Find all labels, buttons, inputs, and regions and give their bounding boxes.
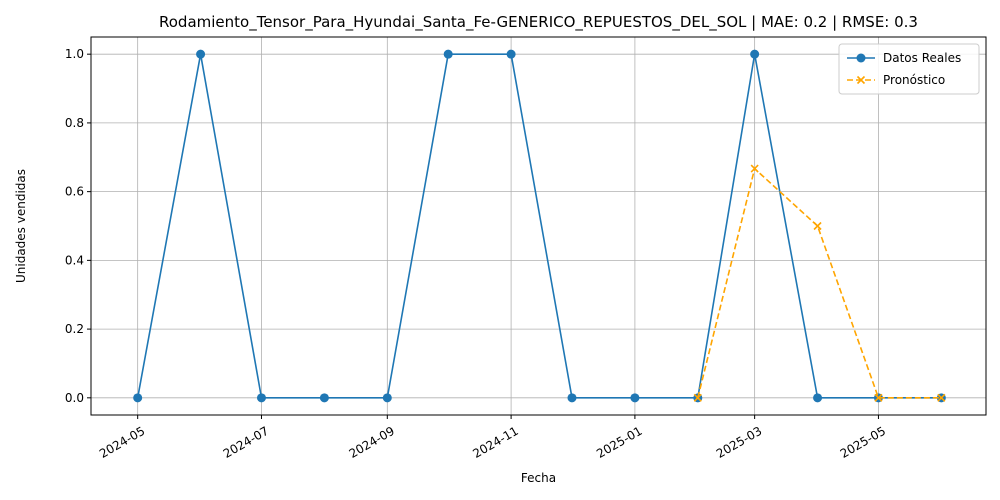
y-axis-title: Unidades vendidas xyxy=(14,169,28,283)
data-point xyxy=(693,393,702,402)
y-tick-label: 0.6 xyxy=(65,185,84,199)
y-tick-label: 0.4 xyxy=(65,253,84,267)
x-tick-label: 2024-11 xyxy=(470,424,520,461)
legend-item: Pronóstico xyxy=(847,73,945,87)
series-line xyxy=(136,53,942,399)
series-datos-reales xyxy=(133,49,946,403)
grid-lines xyxy=(91,37,986,415)
data-point-mark xyxy=(874,393,883,402)
legend: Datos Reales Pronóstico xyxy=(838,43,980,95)
data-point xyxy=(256,393,266,403)
x-tick-label: 2025-03 xyxy=(714,424,764,461)
legend-label: Pronóstico xyxy=(883,73,945,87)
x-axis-title: Fecha xyxy=(521,471,556,485)
data-point xyxy=(750,164,759,173)
y-tick-label: 0.2 xyxy=(65,322,84,336)
data-point xyxy=(443,49,453,59)
x-axis-ticks: 2024-05 2024-07 2024-09 2024-11 2025-01 2025-… xyxy=(97,415,888,461)
chart-title: Rodamiento_Tensor_Para_Hyundai_Santa_Fe-… xyxy=(159,13,918,32)
y-axis-ticks: 0.0 0.2 0.4 0.6 0.8 1.0 xyxy=(65,47,91,405)
x-tick-label: 2024-07 xyxy=(221,424,271,461)
y-tick-label: 1.0 xyxy=(65,47,84,61)
data-point xyxy=(319,393,329,403)
x-tick-label: 2024-05 xyxy=(97,424,147,461)
legend-marker xyxy=(856,53,866,63)
plot-area-frame xyxy=(90,36,987,416)
x-tick-label: 2025-01 xyxy=(594,424,644,461)
series-line xyxy=(697,167,942,399)
data-point xyxy=(813,393,823,403)
legend-marker xyxy=(856,75,866,85)
series-layer xyxy=(133,49,946,403)
legend-item: Datos Reales xyxy=(847,51,961,65)
x-tick-label: 2024-09 xyxy=(347,424,397,461)
data-point xyxy=(382,393,392,403)
data-point xyxy=(750,49,760,59)
y-tick-label: 0.8 xyxy=(65,116,84,130)
data-point xyxy=(937,393,946,402)
data-point xyxy=(813,221,822,231)
legend-label: Datos Reales xyxy=(883,51,961,65)
data-point xyxy=(196,49,206,59)
data-point xyxy=(874,393,883,402)
data-point-mark xyxy=(813,221,822,231)
data-point xyxy=(567,393,577,403)
data-point-mark xyxy=(693,393,702,402)
data-point-mark xyxy=(750,164,759,173)
data-point-mark xyxy=(937,393,946,402)
data-point xyxy=(133,393,143,403)
y-tick-label: 0.0 xyxy=(65,391,84,405)
legend-box xyxy=(838,43,980,95)
x-tick-label: 2025-05 xyxy=(838,424,888,461)
series-pronostico xyxy=(693,164,946,402)
data-point xyxy=(630,393,640,403)
data-point xyxy=(506,49,516,59)
